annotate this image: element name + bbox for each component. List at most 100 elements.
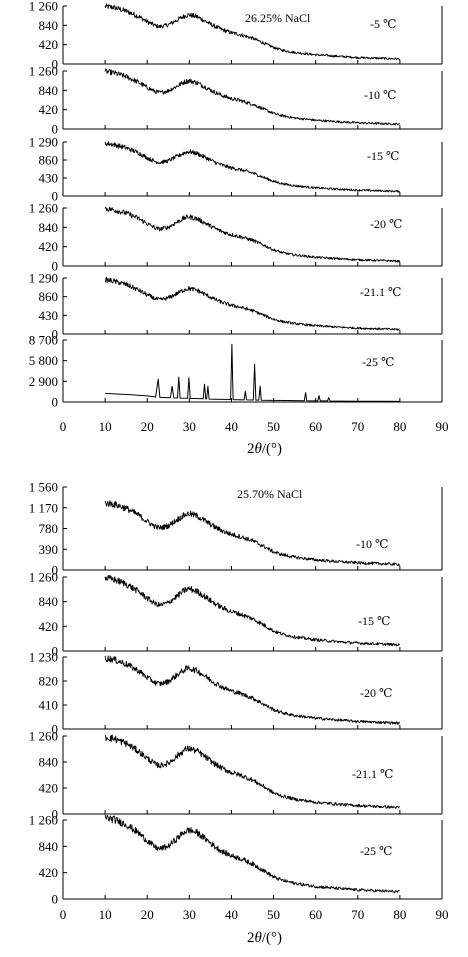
y-tick-label: 0 [52, 327, 59, 342]
x-axis-title-part: /(°) [262, 930, 282, 946]
x-tick-label: 80 [393, 907, 406, 922]
x-tick-label: 70 [351, 907, 364, 922]
y-tick-label: 1 260 [29, 201, 58, 216]
y-tick-label: 840 [39, 220, 59, 235]
y-tick-label: 0 [52, 395, 59, 410]
panel-label: -15 ℃ [367, 149, 399, 163]
y-tick-label: 1 170 [29, 500, 58, 515]
y-tick-label: 1 260 [29, 570, 58, 585]
x-tick-label: 90 [436, 907, 449, 922]
y-tick-label: 0 [52, 892, 59, 907]
y-tick-label: 2 900 [29, 374, 58, 389]
series-line [104, 141, 401, 193]
y-tick-label: 780 [39, 521, 59, 536]
series-line [105, 734, 400, 809]
x-tick-label: 50 [267, 419, 280, 434]
y-tick-label: 420 [39, 37, 59, 52]
series-line [104, 574, 400, 647]
y-tick-label: 840 [39, 839, 59, 854]
y-tick-label: 420 [39, 239, 59, 254]
y-tick-label: 0 [52, 57, 59, 72]
y-tick-label: 430 [39, 308, 59, 323]
figure-1: 26.25% NaCl 0 420 840 1 260 -5 ℃ 0 420 840 1 260 -… [29, 0, 449, 457]
panel-1: 0 420 840 1 260 -5 ℃ [29, 0, 443, 72]
panel-label: -25 ℃ [362, 355, 394, 369]
series-line [104, 3, 401, 61]
x-tick-label: 80 [393, 419, 406, 434]
y-tick-label: 420 [39, 619, 59, 634]
panel-3: 0 410 820 1 230 -20 ℃ [29, 650, 443, 737]
y-tick-label: 1 260 [29, 0, 58, 14]
panel-label: -20 ℃ [360, 686, 392, 700]
y-tick-label: 1 260 [29, 64, 58, 79]
y-tick-label: 860 [39, 153, 59, 168]
x-tick-label: 20 [141, 907, 154, 922]
y-tick-label: 430 [39, 171, 59, 186]
x-axis-title-part: θ [254, 441, 262, 457]
y-tick-label: 840 [39, 755, 59, 770]
y-tick-label: 420 [39, 102, 59, 117]
y-tick-label: 0 [52, 563, 59, 578]
panel-label: -25 ℃ [360, 844, 392, 858]
figure-title: 26.25% NaCl [245, 11, 311, 25]
y-tick-label: 840 [39, 18, 59, 33]
panel-1: 0 390 780 1 170 1 560 -10 ℃ [29, 480, 443, 578]
panel-2: 0 420 840 1 260 -15 ℃ [29, 570, 443, 659]
y-tick-label: 0 [52, 722, 59, 737]
panel-5: 0 420 840 1 260 -25 ℃ [29, 813, 443, 907]
y-tick-label: 1 230 [29, 650, 58, 665]
series-line [104, 500, 400, 567]
panel-label: -21.1 ℃ [352, 767, 393, 781]
x-axis-title-part: θ [254, 930, 262, 946]
x-tick-label: 20 [141, 419, 154, 434]
panel-label: -20 ℃ [370, 217, 402, 231]
panel-label: -10 ℃ [356, 537, 388, 551]
y-tick-label: 390 [39, 542, 59, 557]
x-tick-label: 10 [99, 907, 112, 922]
y-tick-label: 8 700 [29, 333, 58, 348]
figure-2: 25.70% NaCl 0 390 780 1 170 1 560 -10 ℃ 0 420 840… [29, 480, 449, 947]
x-tick-label: 30 [183, 907, 196, 922]
x-tick-label: 50 [267, 907, 280, 922]
x-tick-label: 90 [436, 419, 449, 434]
panel-label: -21.1 ℃ [360, 285, 401, 299]
x-axis-title-part: 2 [247, 930, 255, 946]
y-tick-label: 0 [52, 807, 59, 822]
x-tick-label: 0 [60, 419, 67, 434]
panel-6: 0 2 900 5 800 8 700 -25 ℃ [29, 333, 443, 410]
y-tick-label: 1 560 [29, 480, 58, 495]
y-tick-label: 1 260 [29, 729, 58, 744]
x-tick-label: 40 [225, 907, 238, 922]
y-tick-label: 0 [52, 122, 59, 137]
x-tick-label: 60 [309, 419, 322, 434]
x-axis-title-part: /(°) [262, 441, 282, 457]
y-tick-label: 410 [39, 698, 59, 713]
x-tick-label: 0 [60, 907, 67, 922]
series-line [104, 68, 401, 126]
x-tick-label: 10 [99, 419, 112, 434]
panel-4: 0 420 840 1 260 -21.1 ℃ [29, 729, 443, 822]
y-tick-label: 0 [52, 644, 59, 659]
y-tick-label: 1 290 [29, 271, 58, 286]
y-tick-label: 1 290 [29, 135, 58, 150]
y-tick-label: 840 [39, 594, 59, 609]
panel-2: 0 420 840 1 260 -10 ℃ [29, 64, 443, 137]
panel-3: 0 430 860 1 290 -15 ℃ [29, 135, 443, 204]
y-tick-label: 840 [39, 83, 59, 98]
y-tick-label: 0 [52, 259, 59, 274]
x-tick-label: 60 [309, 907, 322, 922]
x-axis-title: 2θ/(°) [247, 441, 282, 457]
series-line [104, 655, 400, 725]
panel-5: 0 430 860 1 290 -21.1 ℃ [29, 271, 443, 342]
y-tick-label: 1 260 [29, 813, 58, 828]
x-tick-label: 30 [183, 419, 196, 434]
x-axis-title: 2θ/(°) [247, 930, 282, 946]
y-tick-label: 420 [39, 781, 59, 796]
y-tick-label: 5 800 [29, 353, 58, 368]
panel-label: -10 ℃ [364, 88, 396, 102]
panel-4: 0 420 840 1 260 -20 ℃ [29, 201, 443, 274]
x-axis-title-part: 2 [247, 441, 255, 457]
series-line [104, 276, 400, 331]
x-tick-label: 40 [225, 419, 238, 434]
